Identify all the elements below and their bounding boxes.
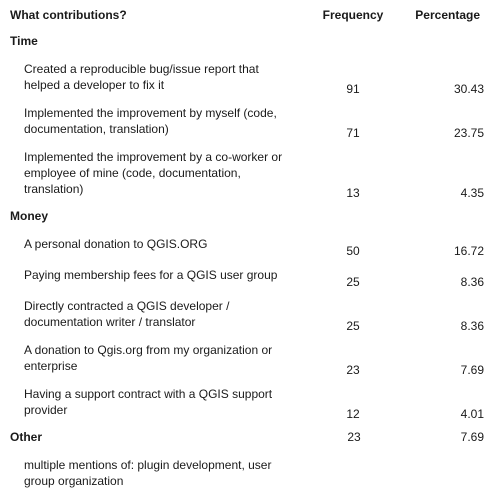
section-row-money: Money bbox=[8, 205, 484, 232]
row-percentage: 30.43 bbox=[453, 82, 484, 96]
row-percentage: 23.75 bbox=[453, 126, 484, 140]
row-label: A personal donation to QGIS.ORG bbox=[24, 237, 208, 251]
section-frequency: 23 bbox=[347, 430, 361, 444]
row-label: multiple mentions of: plugin development… bbox=[24, 458, 272, 488]
section-percentage: 7.69 bbox=[460, 430, 484, 444]
row-label: Created a reproducible bug/issue report … bbox=[24, 62, 259, 92]
section-row-other: Other 23 7.69 bbox=[8, 426, 484, 453]
table-row: Having a support contract with a QGIS su… bbox=[8, 382, 484, 426]
section-frequency bbox=[308, 205, 398, 232]
row-frequency: 25 bbox=[346, 319, 360, 333]
section-label-time: Time bbox=[10, 34, 38, 48]
row-percentage: 8.36 bbox=[460, 275, 484, 289]
section-label-money: Money bbox=[10, 209, 49, 223]
section-percentage bbox=[398, 205, 484, 232]
row-label: Paying membership fees for a QGIS user g… bbox=[24, 268, 278, 282]
row-frequency: 23 bbox=[346, 363, 360, 377]
row-percentage: 7.69 bbox=[460, 363, 484, 377]
row-label: A donation to Qgis.org from my organizat… bbox=[24, 343, 273, 373]
table-row: Directly contracted a QGIS developer / d… bbox=[8, 294, 484, 338]
row-percentage: 8.36 bbox=[460, 319, 484, 333]
row-percentage: 4.01 bbox=[460, 407, 484, 421]
table-row: Implemented the improvement by myself (c… bbox=[8, 101, 484, 145]
row-percentage: 4.35 bbox=[460, 186, 484, 200]
row-frequency: 71 bbox=[346, 126, 360, 140]
table-header-row: What contributions? Frequency Percentage bbox=[8, 4, 484, 30]
table-row: A personal donation to QGIS.ORG 50 16.72 bbox=[8, 232, 484, 263]
contributions-table: What contributions? Frequency Percentage… bbox=[8, 4, 484, 497]
row-frequency: 25 bbox=[346, 275, 360, 289]
row-frequency bbox=[308, 453, 398, 497]
table-row: Created a reproducible bug/issue report … bbox=[8, 57, 484, 101]
row-label: Directly contracted a QGIS developer / d… bbox=[24, 299, 230, 329]
row-percentage bbox=[398, 453, 484, 497]
row-frequency: 12 bbox=[346, 407, 360, 421]
column-header-percentage: Percentage bbox=[415, 8, 480, 22]
row-label: Having a support contract with a QGIS su… bbox=[24, 387, 273, 417]
row-frequency: 13 bbox=[346, 186, 360, 200]
table-row: Implemented the improvement by a co-work… bbox=[8, 145, 484, 205]
table-row: Paying membership fees for a QGIS user g… bbox=[8, 263, 484, 294]
row-frequency: 91 bbox=[346, 82, 360, 96]
table-row: multiple mentions of: plugin development… bbox=[8, 453, 484, 497]
table-row: A donation to Qgis.org from my organizat… bbox=[8, 338, 484, 382]
row-label: Implemented the improvement by a co-work… bbox=[24, 150, 283, 196]
row-frequency: 50 bbox=[346, 244, 360, 258]
column-header-frequency: Frequency bbox=[322, 8, 384, 22]
section-percentage bbox=[398, 30, 484, 57]
section-row-time: Time bbox=[8, 30, 484, 57]
row-percentage: 16.72 bbox=[453, 244, 484, 258]
row-label: Implemented the improvement by myself (c… bbox=[24, 106, 277, 136]
column-header-question: What contributions? bbox=[10, 8, 127, 22]
section-frequency bbox=[308, 30, 398, 57]
section-label-other: Other bbox=[10, 430, 43, 444]
